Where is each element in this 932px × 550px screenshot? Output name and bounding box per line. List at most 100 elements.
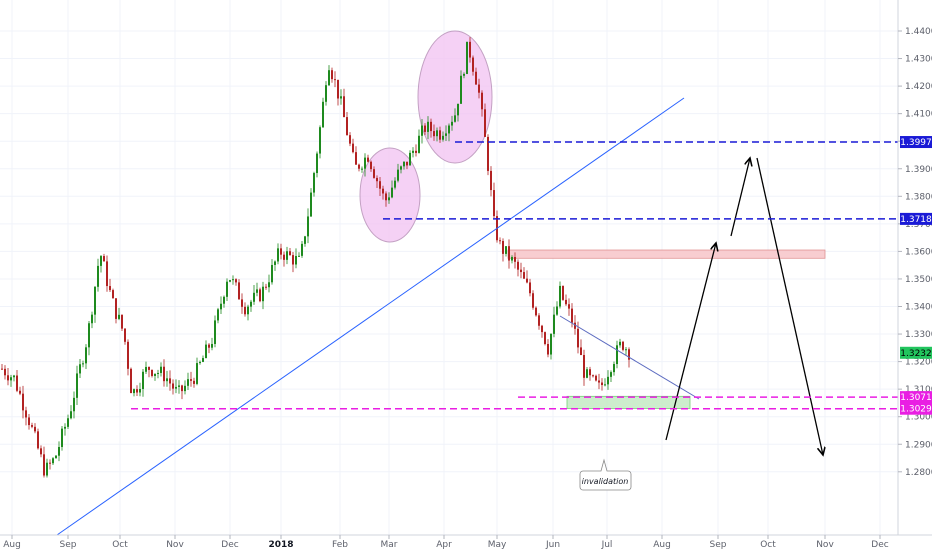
candle-body — [259, 289, 261, 302]
x-tick-label: Dec — [221, 540, 238, 550]
x-tick-label: Aug — [653, 540, 671, 550]
candle-body — [235, 279, 237, 283]
candle-body — [109, 286, 111, 291]
candle-body — [511, 257, 513, 261]
drawings — [56, 97, 823, 536]
candle-body — [229, 280, 231, 282]
ascending-trendline — [56, 97, 685, 536]
price-tag-label: 1.3071 — [900, 393, 932, 403]
candle-body — [373, 169, 375, 178]
candle-body — [328, 70, 330, 86]
price-tag-label: 1.3029 — [900, 405, 932, 415]
candle-body — [547, 343, 549, 355]
candle-body — [139, 389, 141, 393]
candle-body — [364, 157, 366, 169]
candle-body — [490, 170, 492, 191]
x-tick-label: Sep — [60, 540, 77, 550]
y-axis: 1.44001.43001.42001.41001.40001.39001.38… — [897, 0, 932, 535]
candle-body — [7, 375, 9, 381]
candle-body — [451, 121, 453, 126]
candle-body — [466, 41, 468, 74]
price-tag — [900, 346, 932, 359]
candle-body — [10, 377, 12, 381]
candle-body — [301, 243, 303, 256]
candle-body — [343, 96, 345, 118]
candle-body — [388, 197, 390, 201]
annotation-text: invalidation — [582, 477, 629, 486]
candle-body — [265, 286, 267, 288]
candle-body — [169, 378, 171, 384]
candle-body — [184, 385, 186, 392]
candle-body — [481, 92, 483, 110]
candle-body — [472, 57, 474, 72]
candle-body — [460, 75, 462, 104]
y-tick-label: 1.3200 — [905, 358, 932, 368]
candle-body — [37, 431, 39, 449]
support-zone — [566, 395, 691, 409]
candle-body — [256, 289, 258, 293]
candle-body — [523, 272, 525, 279]
candle-body — [586, 369, 588, 378]
price-tag-label: 1.3718 — [900, 215, 932, 225]
candle-body — [217, 309, 219, 321]
candle-body — [559, 285, 561, 307]
price-tag — [900, 136, 932, 149]
candle-body — [616, 345, 618, 365]
candle-body — [442, 135, 444, 140]
candle-body — [250, 301, 252, 307]
candle-body — [553, 314, 555, 334]
candle-body — [82, 363, 84, 365]
candle-body — [121, 314, 123, 329]
candle-body — [529, 282, 531, 294]
candle-body — [331, 70, 333, 80]
candle-body — [97, 265, 99, 287]
candle-body — [340, 96, 342, 99]
candle-body — [193, 380, 195, 384]
y-tick-label: 1.4300 — [905, 55, 932, 65]
x-tick-label: Mar — [381, 540, 398, 550]
candle-body — [349, 135, 351, 144]
x-tick-label: Dec — [871, 540, 888, 550]
x-axis: Aug Sep Oct Nov Dec 2018 Feb Mar Apr May Jun Jul Aug… — [0, 534, 932, 550]
candle-body — [502, 240, 504, 254]
candle-body — [28, 417, 30, 426]
candle-body — [577, 328, 579, 348]
candle-body — [220, 303, 222, 310]
candle-body — [433, 131, 435, 137]
candle-body — [313, 173, 315, 193]
candle-body — [253, 292, 255, 302]
candle-body — [514, 257, 516, 262]
candle-body — [385, 193, 387, 201]
candle-body — [67, 418, 69, 427]
candle-body — [316, 153, 318, 174]
candle-body — [136, 389, 138, 393]
candle-body — [280, 248, 282, 255]
candle-body — [175, 386, 177, 389]
candle-body — [610, 372, 612, 377]
candle-body — [151, 369, 153, 376]
candle-body — [400, 166, 402, 170]
x-tick-label: Oct — [760, 540, 776, 550]
candle-body — [271, 264, 273, 283]
candle-body — [106, 261, 108, 287]
y-tick-label: 1.3000 — [905, 413, 932, 423]
candle-body — [64, 426, 66, 429]
candle-body — [58, 446, 60, 456]
y-tick-label: 1.3400 — [905, 303, 932, 313]
price-tag — [900, 391, 932, 404]
candle-body — [619, 341, 621, 346]
candle-body — [145, 366, 147, 372]
candle-body — [412, 150, 414, 153]
x-tick-label: Aug — [3, 540, 21, 550]
candle-body — [13, 375, 15, 378]
candle-body — [508, 246, 510, 261]
candle-body — [148, 366, 150, 370]
x-tick-label: 2018 — [268, 540, 293, 550]
projection-arrow-down — [756, 157, 823, 455]
candle-body — [421, 125, 423, 136]
candle-body — [196, 363, 198, 384]
candle-body — [379, 181, 381, 189]
price-tag-label: 1.3997 — [900, 138, 932, 148]
candle-body — [157, 372, 159, 374]
